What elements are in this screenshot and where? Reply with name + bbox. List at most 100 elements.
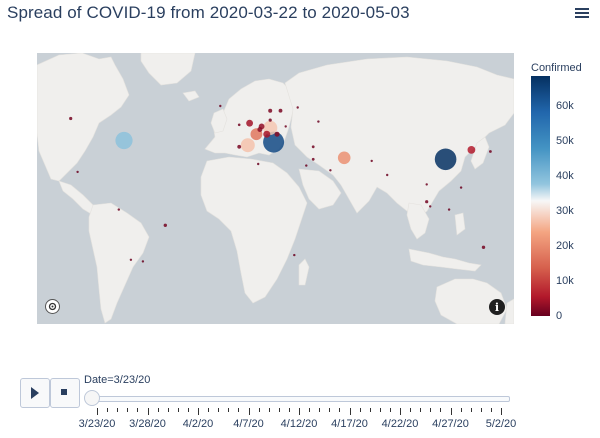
case-bubble[interactable] bbox=[141, 260, 145, 263]
arabia bbox=[298, 168, 342, 210]
case-bubble[interactable] bbox=[429, 205, 432, 208]
case-bubble[interactable] bbox=[278, 108, 283, 113]
slider-minor-tick bbox=[137, 408, 139, 412]
slider-tick-label[interactable]: 5/2/20 bbox=[485, 418, 517, 430]
slider-minor-tick bbox=[319, 408, 321, 412]
slider-minor-tick bbox=[127, 408, 129, 412]
slider-minor-tick bbox=[288, 408, 290, 412]
slider-tick-label[interactable]: 3/23/20 bbox=[78, 418, 116, 430]
case-bubble[interactable] bbox=[434, 148, 457, 171]
slider-minor-tick bbox=[107, 408, 109, 412]
slider-minor-tick bbox=[430, 408, 432, 412]
case-bubble[interactable] bbox=[386, 173, 389, 177]
case-bubble[interactable] bbox=[69, 116, 73, 121]
slider-minor-tick bbox=[208, 408, 210, 412]
slider-major-tick bbox=[248, 408, 250, 415]
map-area[interactable] bbox=[37, 53, 514, 324]
slider-current-label: Date=3/23/20 bbox=[84, 374, 151, 386]
stop-button[interactable] bbox=[50, 378, 80, 408]
slider-minor-tick bbox=[187, 408, 189, 412]
slider-minor-tick bbox=[470, 408, 472, 412]
slider-ticks: 3/23/20 3/28/20 4/2/20 4/7/20 4/12/20 4/17/20… bbox=[0, 408, 600, 438]
case-bubble[interactable] bbox=[257, 162, 260, 166]
slider-minor-tick bbox=[490, 408, 492, 412]
case-bubble[interactable] bbox=[240, 138, 255, 153]
case-bubble[interactable] bbox=[311, 157, 315, 161]
case-bubble[interactable] bbox=[305, 164, 308, 167]
compass-icon[interactable] bbox=[45, 299, 60, 314]
new-zealand bbox=[504, 298, 514, 324]
info-icon[interactable]: i bbox=[489, 299, 505, 315]
north-america bbox=[37, 53, 130, 182]
slider-minor-tick bbox=[268, 408, 270, 412]
case-bubble[interactable] bbox=[237, 123, 241, 127]
case-bubble[interactable] bbox=[481, 245, 486, 249]
case-bubble[interactable] bbox=[163, 223, 167, 227]
slider-major-tick bbox=[97, 408, 98, 415]
chart-title: Spread of COVID-19 from 2020-03-22 to 20… bbox=[7, 3, 410, 22]
indochina bbox=[406, 202, 430, 240]
case-bubble[interactable] bbox=[317, 120, 320, 123]
case-bubble[interactable] bbox=[237, 144, 242, 149]
colorbar-tick-label: 60k bbox=[556, 100, 574, 112]
case-bubble[interactable] bbox=[489, 150, 492, 153]
case-bubble[interactable] bbox=[117, 208, 121, 211]
slider-minor-tick bbox=[258, 408, 260, 412]
slider-tick-label[interactable]: 3/28/20 bbox=[129, 418, 166, 430]
slider-minor-tick bbox=[218, 408, 220, 412]
slider-tick-label[interactable]: 4/22/20 bbox=[381, 418, 419, 430]
colorbar-tick-label: 10k bbox=[556, 275, 574, 287]
case-bubble[interactable] bbox=[129, 258, 133, 261]
case-bubble[interactable] bbox=[329, 169, 332, 172]
slider-handle[interactable] bbox=[84, 390, 100, 406]
case-bubble[interactable] bbox=[425, 200, 429, 204]
case-bubble[interactable] bbox=[274, 131, 280, 137]
colorbar-tick-label: 30k bbox=[556, 205, 574, 217]
case-bubble[interactable] bbox=[268, 118, 272, 122]
case-bubble[interactable] bbox=[268, 108, 273, 113]
slider-rail[interactable] bbox=[91, 396, 510, 402]
slider-minor-tick bbox=[167, 408, 169, 412]
case-bubble[interactable] bbox=[246, 119, 254, 127]
case-bubble[interactable] bbox=[370, 159, 373, 163]
slider-major-tick bbox=[501, 408, 502, 415]
slider-tick-label[interactable]: 4/2/20 bbox=[182, 418, 214, 430]
asia bbox=[284, 56, 514, 220]
slider-tick-label[interactable]: 4/27/20 bbox=[432, 418, 469, 430]
play-button[interactable] bbox=[20, 378, 50, 408]
case-bubble[interactable] bbox=[459, 186, 463, 189]
case-bubble[interactable] bbox=[311, 145, 315, 149]
case-bubble[interactable] bbox=[296, 106, 299, 109]
slider-tick-label[interactable]: 4/17/20 bbox=[331, 418, 368, 430]
philippines bbox=[454, 212, 466, 236]
case-bubble[interactable] bbox=[257, 127, 263, 132]
slider-minor-tick bbox=[339, 408, 341, 412]
case-bubble[interactable] bbox=[263, 130, 271, 138]
slider-minor-tick bbox=[238, 408, 240, 412]
slider-minor-tick bbox=[177, 408, 179, 412]
case-bubble[interactable] bbox=[293, 253, 296, 257]
stop-icon bbox=[61, 389, 67, 395]
slider-tick-label[interactable]: 4/12/20 bbox=[280, 418, 318, 430]
africa bbox=[200, 156, 308, 304]
colorbar-tick-label: 0 bbox=[556, 310, 563, 322]
indonesia bbox=[408, 248, 482, 272]
slider-minor-tick bbox=[157, 408, 159, 412]
slider-major-tick bbox=[349, 408, 351, 415]
slider-tick-label[interactable]: 4/7/20 bbox=[233, 418, 264, 430]
case-bubble[interactable] bbox=[425, 183, 428, 186]
colorbar-title: Confirmed bbox=[531, 62, 582, 74]
case-bubble[interactable] bbox=[337, 151, 351, 165]
south-america bbox=[88, 202, 150, 324]
iceland bbox=[182, 90, 200, 102]
case-bubble[interactable] bbox=[76, 170, 79, 174]
case-bubble[interactable] bbox=[115, 131, 133, 150]
case-bubble[interactable] bbox=[219, 104, 222, 108]
case-bubble[interactable] bbox=[467, 146, 476, 154]
slider-major-tick bbox=[400, 408, 401, 415]
case-bubble[interactable] bbox=[447, 208, 451, 211]
slider-minor-tick bbox=[117, 408, 119, 412]
hamburger-menu-icon[interactable] bbox=[575, 6, 589, 20]
case-bubble[interactable] bbox=[284, 125, 287, 128]
slider-minor-tick bbox=[389, 408, 391, 412]
